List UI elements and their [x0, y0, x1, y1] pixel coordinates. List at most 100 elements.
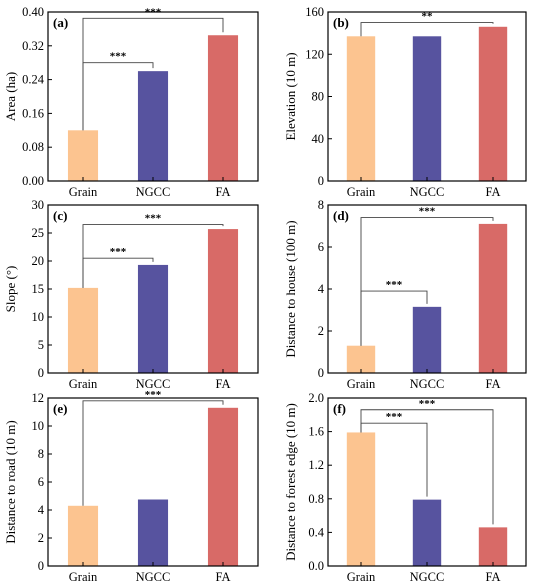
- bar-fa: [478, 527, 508, 566]
- x-tick-label: Grain: [69, 185, 98, 199]
- y-tick-label: 12: [32, 391, 45, 405]
- bar-ngcc: [137, 71, 169, 181]
- significance-bracket: [360, 422, 428, 497]
- y-tick-label: 80: [312, 90, 325, 104]
- x-tick-label: NGCC: [410, 377, 445, 391]
- y-tick-label: 6: [38, 475, 44, 489]
- y-tick-label: 0.32: [22, 39, 44, 53]
- significance-bracket: [360, 409, 494, 525]
- y-tick-label: 120: [305, 47, 324, 61]
- bar-grain: [346, 432, 376, 566]
- significance-label: ***: [110, 51, 127, 63]
- significance-bracket: [82, 257, 154, 288]
- x-tick-label: FA: [485, 570, 500, 584]
- y-tick-label: 0.16: [22, 106, 44, 120]
- significance-label: ***: [145, 213, 162, 225]
- bar-ngcc: [412, 306, 442, 373]
- y-tick-label: 15: [32, 282, 45, 296]
- y-tick-label: 0: [318, 366, 324, 380]
- bar-grain: [67, 130, 99, 181]
- y-axis-label: Distance to road (10 m): [3, 420, 18, 543]
- y-tick-label: 0.00: [22, 174, 44, 188]
- y-tick-label: 20: [32, 254, 45, 268]
- y-tick-label: 1.6: [308, 425, 324, 439]
- y-tick-label: 1.2: [308, 458, 324, 472]
- y-tick-label: 0: [318, 174, 324, 188]
- chart-panel-c: 0 5 10 15 20 25 30 Grain NGCC FA Slope (°) (c) *** **…: [3, 198, 259, 391]
- panel-label: (e): [53, 401, 67, 416]
- bar-fa: [207, 407, 239, 566]
- y-tick-label: 4: [38, 503, 45, 517]
- y-tick-label: 4: [318, 282, 325, 296]
- panel-label: (d): [333, 208, 349, 223]
- significance-bracket: [360, 217, 494, 346]
- bar-grain: [67, 505, 99, 566]
- x-tick-label: FA: [215, 185, 230, 199]
- bar-ngcc: [137, 264, 169, 373]
- x-tick-label: Grain: [69, 570, 98, 584]
- y-tick-label: 2: [38, 531, 44, 545]
- y-tick-label: 8: [38, 447, 44, 461]
- significance-bracket: [360, 22, 494, 37]
- y-tick-label: 8: [318, 198, 324, 212]
- y-tick-label: 0.24: [22, 73, 45, 87]
- y-tick-label: 0: [38, 366, 44, 380]
- y-tick-label: 160: [305, 5, 324, 19]
- x-tick-label: Grain: [347, 570, 376, 584]
- x-tick-label: Grain: [347, 377, 376, 391]
- panel-label: (b): [333, 15, 349, 30]
- significance-label: ***: [419, 206, 436, 218]
- bar-grain: [67, 287, 99, 373]
- y-tick-label: 0.40: [22, 5, 44, 19]
- x-tick-label: NGCC: [410, 570, 445, 584]
- y-tick-label: 5: [38, 338, 44, 352]
- y-tick-label: 2: [318, 324, 324, 338]
- y-tick-label: 25: [32, 226, 45, 240]
- y-tick-label: 0.4: [308, 525, 324, 539]
- x-tick-label: Grain: [69, 377, 98, 391]
- bar-fa: [478, 223, 508, 373]
- y-tick-label: 0.08: [22, 140, 44, 154]
- bar-grain: [346, 36, 376, 182]
- y-axis-label: Distance to forest edge (10 m): [283, 403, 298, 561]
- significance-label: ***: [145, 6, 162, 18]
- y-axis-label: Distance to house (100 m): [283, 220, 298, 357]
- panel-label: (c): [53, 208, 67, 223]
- chart-panel-f: 0.0 0.4 0.8 1.2 1.6 2.0 Grain NGCC FA Distance to…: [283, 391, 527, 584]
- chart-panel-e: 0 2 4 6 8 10 12 Grain NGCC FA Distance to road (10…: [3, 389, 259, 584]
- y-tick-label: 0.0: [308, 559, 324, 573]
- significance-label: ***: [110, 246, 127, 258]
- panel-label: (f): [333, 401, 346, 416]
- y-tick-label: 2.0: [308, 391, 324, 405]
- bar-fa: [207, 229, 239, 373]
- y-axis-label: Slope (°): [3, 266, 18, 313]
- y-axis-label: Area (ha): [3, 72, 18, 121]
- x-tick-label: FA: [215, 570, 230, 584]
- significance-label: ***: [419, 398, 436, 410]
- y-tick-label: 30: [32, 198, 45, 212]
- x-tick-label: NGCC: [136, 377, 171, 391]
- bar-grain: [346, 345, 376, 373]
- x-tick-label: NGCC: [410, 185, 445, 199]
- y-tick-label: 10: [32, 419, 45, 433]
- y-axis-label: Elevation (10 m): [283, 52, 298, 140]
- y-tick-label: 0: [38, 559, 44, 573]
- x-tick-label: NGCC: [136, 570, 171, 584]
- significance-label: ***: [386, 411, 403, 423]
- x-tick-label: NGCC: [136, 185, 171, 199]
- y-tick-label: 10: [32, 310, 45, 324]
- chart-panel-b: 0 40 80 120 160 Grain NGCC FA Elevation (10 m) (b…: [283, 5, 527, 199]
- x-tick-label: FA: [485, 185, 500, 199]
- bar-ngcc: [412, 36, 442, 182]
- bar-ngcc: [412, 499, 442, 566]
- bar-ngcc: [137, 499, 169, 566]
- y-tick-label: 0.8: [308, 492, 324, 506]
- significance-bracket: [360, 290, 428, 346]
- significance-bracket: [82, 62, 154, 131]
- significance-bracket: [82, 400, 224, 506]
- bar-fa: [207, 35, 239, 181]
- x-tick-label: Grain: [347, 185, 376, 199]
- significance-bracket: [82, 224, 224, 288]
- chart-panel-d: 0 2 4 6 8 Grain NGCC FA Distance to house (100 m…: [283, 198, 527, 391]
